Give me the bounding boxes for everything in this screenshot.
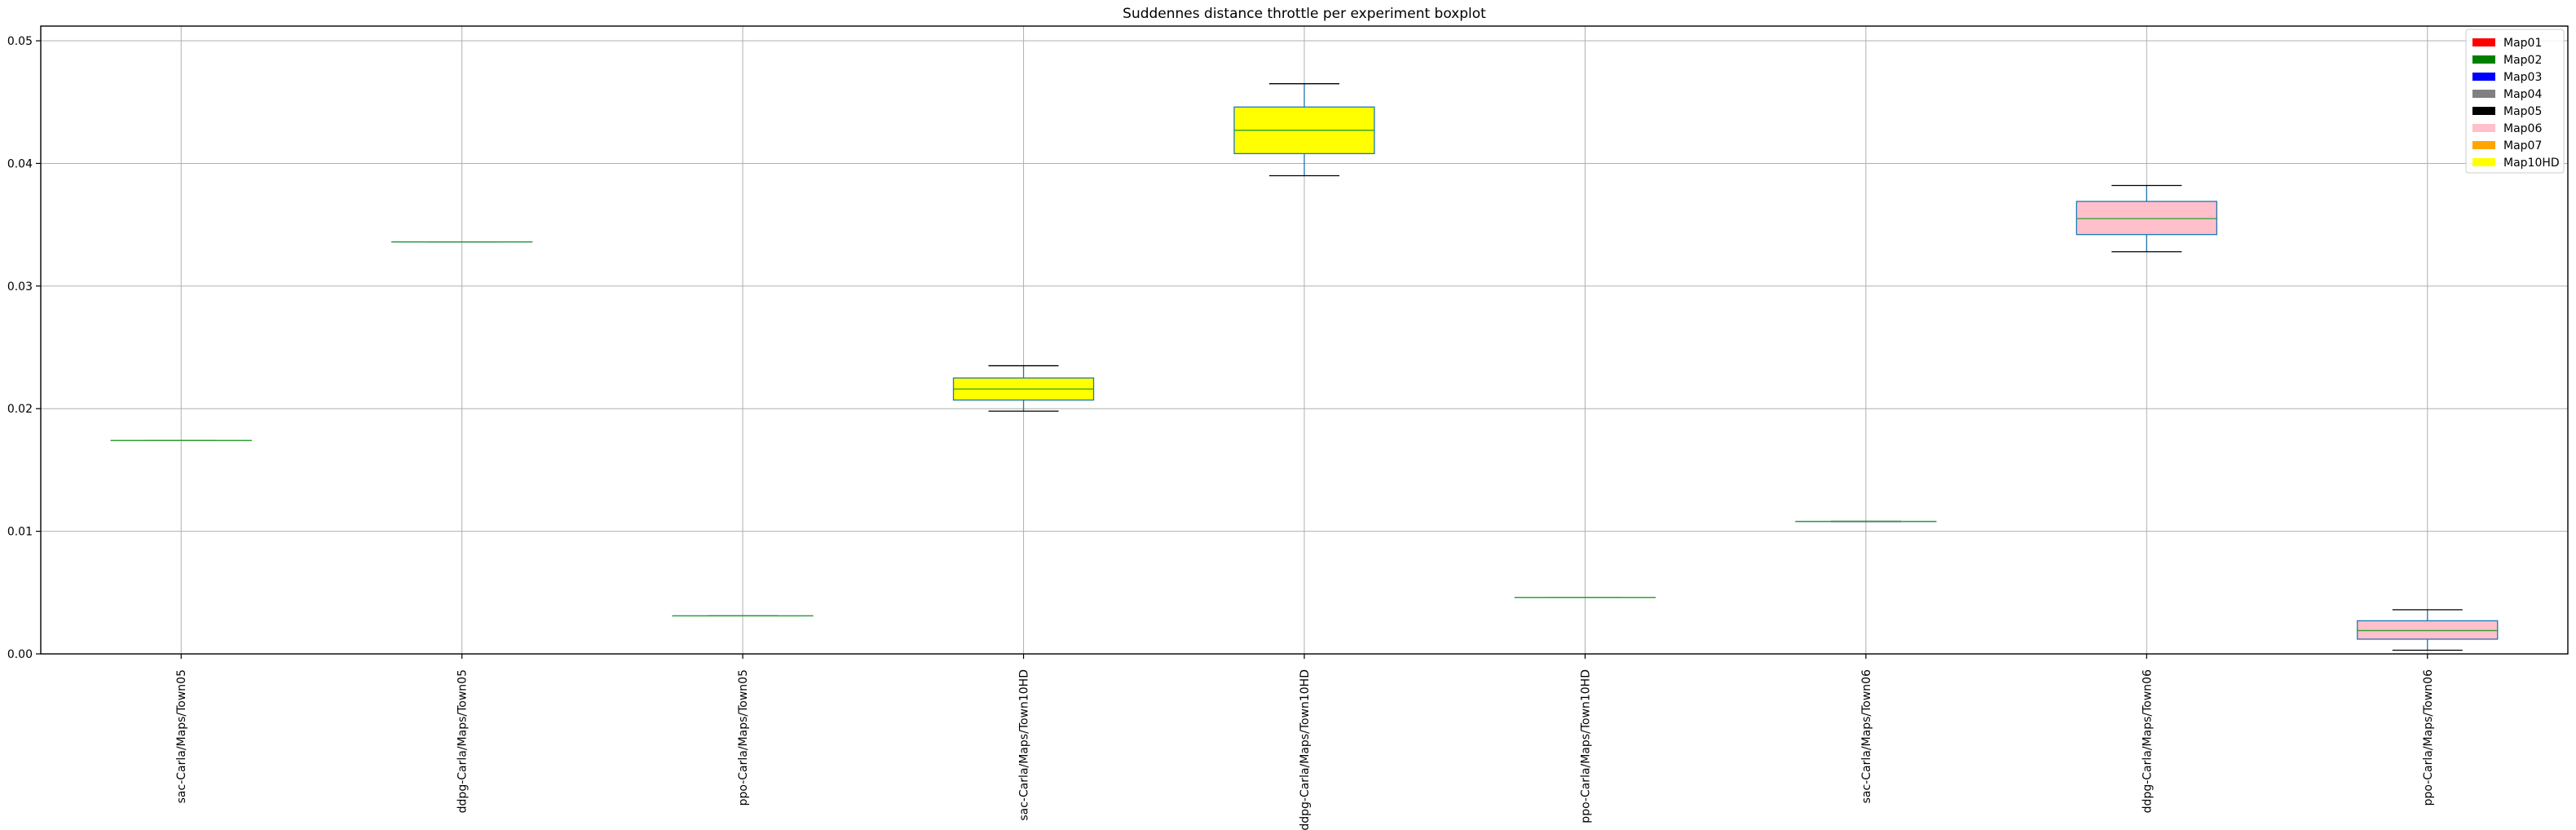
legend-swatch-map04 (2472, 90, 2495, 98)
x-tick-label: sac-Carla/Maps/Town06 (1860, 669, 1873, 803)
legend-label-map06: Map06 (2503, 122, 2542, 135)
x-tick-label: ppo-Carla/Maps/Town06 (2422, 669, 2435, 806)
x-tick-label: ddpg-Carla/Maps/Town06 (2141, 669, 2154, 813)
y-tick-label: 0.04 (7, 157, 33, 170)
x-tick-label: ddpg-Carla/Maps/Town05 (457, 669, 470, 813)
x-tick-label: ddpg-Carla/Maps/Town10HD (1299, 669, 1312, 830)
box-4 (952, 364, 1095, 412)
legend-swatch-map01 (2472, 38, 2495, 46)
legend-label-map04: Map04 (2503, 88, 2542, 101)
x-tick-label: sac-Carla/Maps/Town05 (175, 669, 188, 803)
legend: Map01 Map02 Map03 Map04 Map05 Map06 Map07 Map10… (2465, 29, 2565, 174)
box-8 (2075, 184, 2217, 253)
grid-layer (41, 26, 2568, 655)
y-tick-label: 0.03 (7, 280, 33, 294)
legend-label-map05: Map05 (2503, 105, 2542, 118)
box-5 (1233, 83, 1375, 177)
legend-frame (2465, 29, 2565, 174)
chart-title: Suddennes distance throttle per experime… (1123, 6, 1486, 22)
x-tick-label: sac-Carla/Maps/Town10HD (1018, 669, 1031, 821)
legend-swatch-map02 (2472, 55, 2495, 64)
legend-swatch-map10hd (2472, 158, 2495, 166)
legend-swatch-map06 (2472, 124, 2495, 132)
x-tick-label: ppo-Carla/Maps/Town05 (737, 669, 750, 806)
y-tick-label: 0.00 (7, 648, 33, 661)
legend-label-map03: Map03 (2503, 71, 2542, 84)
y-axis: 0.00 0.01 0.02 0.03 0.04 0.05 (7, 35, 41, 661)
y-tick-label: 0.01 (7, 526, 33, 539)
x-tick-label: ppo-Carla/Maps/Town10HD (1579, 669, 1592, 823)
box-9 (2357, 609, 2499, 651)
y-tick-label: 0.05 (7, 35, 33, 48)
legend-label-map10hd: Map10HD (2503, 157, 2560, 170)
legend-label-map07: Map07 (2503, 139, 2542, 152)
boxes-layer (110, 83, 2499, 651)
box-body (2357, 620, 2499, 640)
legend-swatch-map03 (2472, 73, 2495, 81)
y-tick-label: 0.02 (7, 403, 33, 416)
box-body (2075, 201, 2217, 236)
legend-label-map01: Map01 (2503, 37, 2542, 50)
legend-label-map02: Map02 (2503, 54, 2542, 67)
x-axis: sac-Carla/Maps/Town05 ddpg-Carla/Maps/Tow… (175, 654, 2435, 830)
legend-swatch-map07 (2472, 141, 2495, 149)
legend-swatch-map05 (2472, 107, 2495, 115)
